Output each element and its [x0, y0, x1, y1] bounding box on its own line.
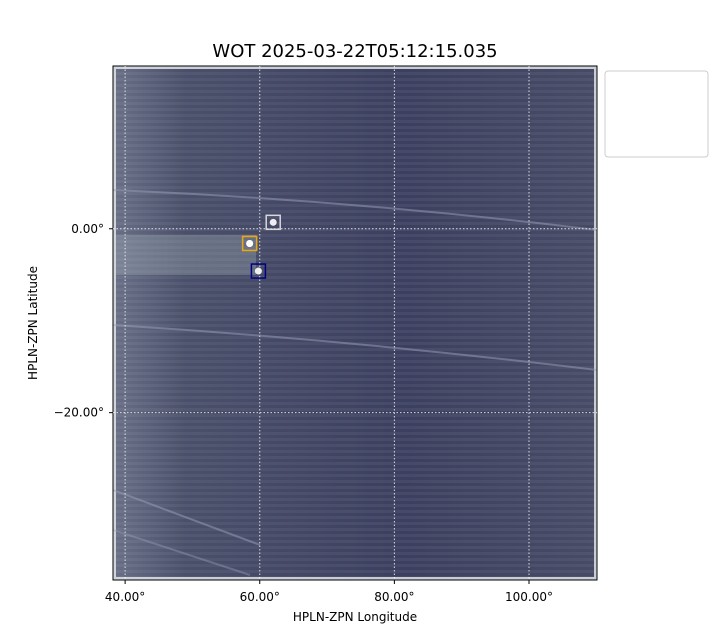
x-tick-label: 40.00° [105, 590, 145, 604]
planet-marker [265, 214, 281, 231]
x-tick-label: 80.00° [374, 590, 414, 604]
planet-marker [241, 235, 258, 252]
axes-frame [112, 65, 598, 581]
x-tick-label: 60.00° [240, 590, 280, 604]
legend [604, 70, 709, 158]
planet-glow [269, 218, 277, 226]
x-tick-label: 100.00° [505, 590, 553, 604]
y-axis-label: HPLN-ZPN Latitude [26, 266, 40, 380]
planet-marker [250, 263, 267, 279]
planet-glow [254, 267, 262, 275]
y-tick-label: −20.00° [54, 406, 104, 420]
chart-title: WOT 2025-03-22T05:12:15.035 [212, 41, 497, 62]
image [113, 66, 597, 580]
x-axis-label: HPLN-ZPN Longitude [293, 610, 417, 624]
y-tick-label: 0.00° [71, 222, 104, 236]
planet-glow [246, 239, 254, 247]
